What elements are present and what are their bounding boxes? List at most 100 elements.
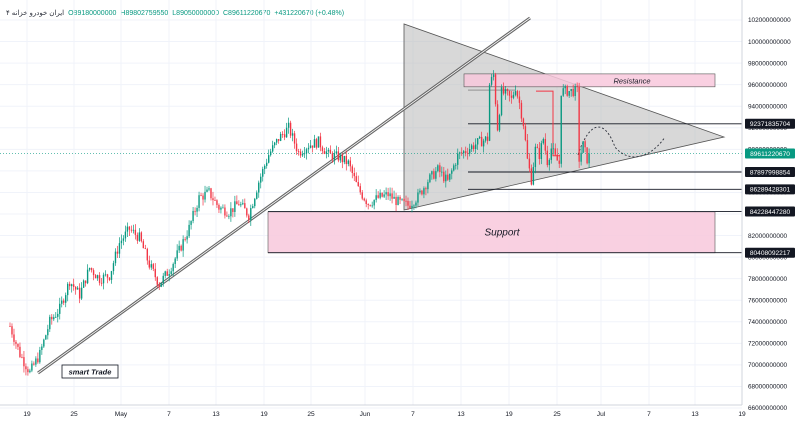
- candle-body: [486, 136, 489, 141]
- candle-body: [206, 189, 208, 192]
- candle-body: [124, 231, 127, 239]
- brand-label: smart Trade: [69, 368, 112, 377]
- candle-body: [373, 199, 375, 206]
- candle-body: [269, 151, 272, 156]
- candle-body: [379, 192, 381, 198]
- candle-body: [457, 153, 459, 165]
- candle-body: [578, 86, 580, 162]
- candle-body: [566, 86, 568, 96]
- candle-body: [433, 171, 435, 179]
- candle-body: [570, 89, 572, 92]
- candle-body: [484, 136, 487, 141]
- candle-body: [41, 346, 43, 350]
- candle-body: [176, 250, 178, 259]
- candle-body: [218, 204, 220, 210]
- candle-body: [345, 155, 348, 165]
- candle-body: [148, 260, 150, 268]
- candle-body: [353, 173, 355, 177]
- candle-body: [331, 153, 334, 160]
- candle-body: [309, 145, 312, 148]
- x-tick-label: 25: [553, 411, 561, 418]
- candle-body: [305, 149, 308, 154]
- x-tick-label: 19: [23, 411, 31, 418]
- resistance-label: Resistance: [613, 76, 650, 85]
- candle-body: [260, 176, 262, 183]
- candle-body: [202, 195, 204, 200]
- y-tick-label: 66000000000: [748, 405, 788, 412]
- candle-body: [92, 270, 95, 276]
- candle-body: [536, 146, 539, 148]
- candle-body: [349, 160, 351, 167]
- candle-body: [439, 165, 441, 173]
- last-price-tag: [745, 148, 795, 159]
- candle-body: [544, 138, 547, 151]
- candle-body: [319, 136, 322, 148]
- candle-body: [498, 115, 501, 131]
- candle-body: [100, 282, 103, 284]
- candle-body: [258, 182, 260, 193]
- candle-body: [393, 196, 395, 199]
- candle-body: [146, 248, 149, 261]
- candle-body: [184, 239, 186, 240]
- y-tick-label: 74000000000: [748, 319, 788, 326]
- level-price-label: 80408092217: [750, 250, 791, 257]
- candle-body: [63, 300, 65, 303]
- candle-body: [413, 205, 415, 207]
- candle-body: [564, 86, 566, 89]
- candle-body: [208, 188, 210, 190]
- candle-body: [482, 140, 485, 147]
- candle-body: [494, 74, 497, 105]
- y-tick-label: 72000000000: [748, 341, 788, 348]
- candle-body: [437, 165, 439, 172]
- candle-body: [512, 94, 515, 98]
- candle-body: [9, 326, 11, 327]
- candle-body: [435, 171, 437, 179]
- candle-body: [550, 148, 552, 160]
- candle-body: [19, 346, 21, 357]
- candle-body: [136, 234, 139, 241]
- candle-body: [582, 141, 584, 153]
- candle-body: [35, 358, 37, 365]
- candle-body: [140, 232, 143, 242]
- candle-body: [361, 192, 363, 199]
- candle-body: [134, 229, 137, 235]
- candle-body: [166, 271, 168, 276]
- candle-body: [329, 149, 332, 154]
- candle-body: [11, 326, 13, 335]
- x-tick-label: 19: [260, 411, 268, 418]
- candle-body: [445, 174, 447, 182]
- candle-body: [130, 229, 133, 231]
- candle-body: [415, 202, 417, 206]
- chart-legend: ایران خودرو خزانه ۴ O89180000000 H898027…: [6, 9, 344, 18]
- candle-body: [118, 243, 121, 254]
- candle-body: [397, 196, 399, 205]
- candle-body: [84, 280, 87, 284]
- candle-body: [556, 154, 558, 161]
- candle-body: [70, 284, 73, 287]
- candle-body: [246, 208, 248, 216]
- candle-body: [158, 284, 160, 287]
- candle-body: [268, 155, 270, 163]
- candle-body: [142, 241, 145, 249]
- candle-body: [588, 153, 590, 164]
- candle-body: [17, 343, 19, 347]
- candle-body: [271, 145, 274, 152]
- projection-line-red: [536, 90, 560, 157]
- candle-body: [61, 300, 63, 304]
- candle-body: [23, 357, 25, 367]
- candle-body: [399, 196, 401, 200]
- candle-body: [39, 349, 41, 363]
- candle-body: [224, 207, 226, 216]
- candle-body: [580, 152, 582, 162]
- candle-body: [289, 122, 292, 136]
- x-tick-label: 19: [738, 411, 746, 418]
- candle-body: [351, 166, 353, 174]
- candle-body: [357, 182, 359, 187]
- candle-body: [423, 188, 425, 195]
- candle-body: [407, 201, 409, 206]
- x-tick-label: 25: [307, 411, 315, 418]
- candle-body: [552, 148, 554, 150]
- candle-body: [164, 271, 166, 276]
- candle-body: [449, 173, 451, 180]
